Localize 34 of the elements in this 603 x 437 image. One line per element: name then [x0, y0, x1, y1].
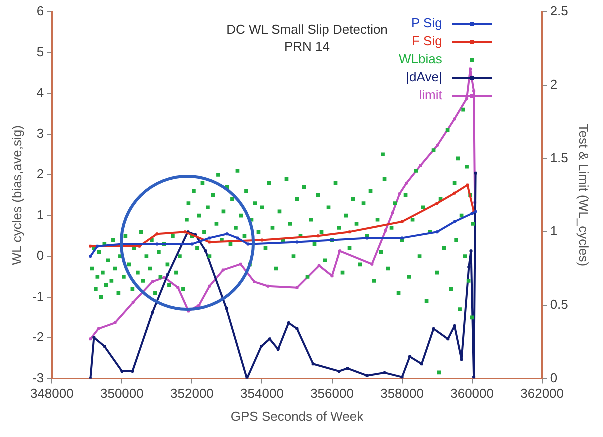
- y-tick-label: 6: [36, 4, 44, 19]
- legend-label: limit: [419, 88, 443, 103]
- y2-tick-label: 1.5: [550, 150, 568, 166]
- y2-tick-label: 1: [550, 224, 558, 239]
- y-tick-label: -3: [32, 370, 44, 386]
- x-tick-label: 350000: [100, 386, 144, 402]
- y-tick-label: 3: [36, 126, 44, 141]
- x-tick-label: 358000: [380, 386, 424, 402]
- legend-label: F Sig: [412, 34, 442, 49]
- x-tick-label: 362000: [520, 386, 564, 402]
- y-tick-label: -1: [32, 288, 44, 304]
- legend-label: |dAve|: [406, 70, 442, 85]
- y2-tick-label: 2: [550, 76, 558, 92]
- text: DC WL Small Slip Detection: [226, 22, 388, 38]
- x-tick-label: 348000: [30, 386, 74, 402]
- y2-tick-label: 0: [550, 370, 558, 386]
- y-axis-title: WL cycles (bias,ave,sig): [9, 126, 24, 266]
- y2-axis-title: Test & Limit (WL_cycles): [576, 124, 592, 267]
- y-tick-label: -2: [32, 330, 44, 345]
- y-tick-label: 5: [36, 44, 44, 60]
- y-tick-label: 0: [36, 248, 44, 264]
- y-tick-label: 2: [36, 166, 44, 182]
- x-tick-label: 354000: [240, 386, 284, 402]
- x-tick-label: 352000: [170, 386, 214, 402]
- legend-label: WLbias: [398, 52, 443, 67]
- y-tick-label: 1: [36, 207, 44, 222]
- x-tick-label: 356000: [310, 386, 354, 402]
- y2-tick-label: 2.5: [550, 4, 568, 19]
- y-tick-label: 4: [36, 85, 44, 100]
- y2-tick-label: 0.5: [550, 297, 568, 312]
- x-axis-title: GPS Seconds of Week: [230, 408, 364, 424]
- text: PRN 14: [284, 39, 330, 54]
- legend-label: P Sig: [411, 16, 442, 31]
- x-tick-label: 360000: [450, 386, 494, 402]
